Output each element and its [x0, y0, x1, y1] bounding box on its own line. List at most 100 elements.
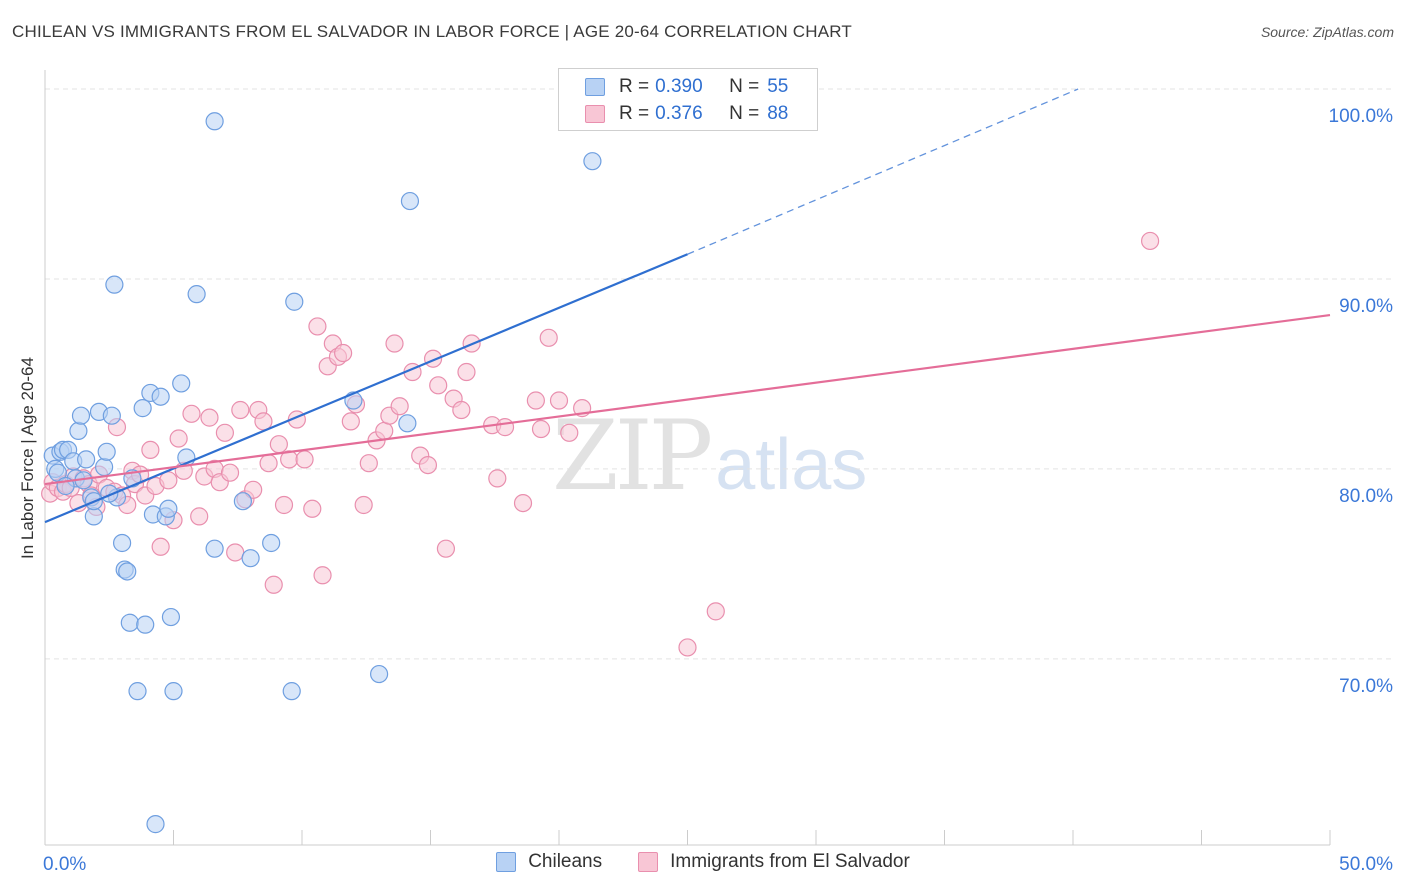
point-chileans: [151, 387, 170, 406]
trendline-chileans-extrapolated: [687, 88, 1079, 255]
point-el-salvador: [418, 455, 438, 475]
point-chileans: [77, 450, 96, 469]
point-el-salvador: [295, 450, 314, 469]
point-el-salvador: [231, 400, 250, 420]
point-chileans: [205, 112, 224, 131]
trendline-chileans: [44, 253, 688, 524]
point-el-salvador: [495, 418, 515, 437]
trendline-el-salvador: [44, 313, 1331, 486]
x-tick-label: 50.0%: [1339, 854, 1393, 875]
legend-swatch-pink: [585, 105, 605, 123]
point-el-salvador: [303, 499, 322, 518]
y-axis-title: In Labor Force | Age 20-64: [18, 357, 37, 559]
point-chileans: [159, 499, 178, 518]
point-el-salvador: [274, 495, 294, 515]
point-el-salvador: [1140, 231, 1160, 251]
series-legend: Chileans Immigrants from El Salvador: [0, 851, 1406, 873]
point-chileans: [241, 549, 260, 568]
point-el-salvador: [549, 391, 569, 410]
series-legend-el-salvador[interactable]: Immigrants from El Salvador: [638, 851, 910, 873]
point-el-salvador: [141, 440, 160, 460]
point-chileans: [118, 562, 137, 581]
point-el-salvador: [269, 435, 288, 454]
point-el-salvador: [354, 495, 373, 515]
legend-r-label: R =: [619, 76, 650, 97]
x-tick-label: 0.0%: [43, 854, 86, 875]
point-el-salvador: [334, 343, 353, 363]
point-el-salvador: [526, 391, 545, 410]
point-chileans: [262, 533, 281, 553]
point-chileans: [97, 442, 116, 461]
point-chileans: [233, 492, 252, 511]
point-chileans: [105, 275, 124, 294]
legend-row-el-salvador: R = 0.376 N = 88: [585, 101, 788, 127]
series-legend-chileans[interactable]: Chileans: [496, 851, 602, 873]
point-el-salvador: [513, 493, 533, 513]
point-chileans: [128, 682, 147, 701]
y-tick-label: 90.0%: [1339, 296, 1393, 317]
point-el-salvador: [308, 317, 327, 336]
point-chileans: [282, 682, 301, 701]
point-el-salvador: [190, 507, 209, 526]
point-el-salvador: [375, 421, 394, 441]
y-tick-label: 100.0%: [1329, 106, 1394, 127]
point-el-salvador: [151, 537, 170, 556]
point-el-salvador: [169, 429, 188, 448]
series-label-chileans: Chileans: [528, 851, 603, 872]
point-chileans: [164, 682, 183, 701]
point-chileans: [95, 457, 114, 477]
legend-r-value: 0.376: [655, 103, 703, 124]
point-chileans: [71, 406, 91, 425]
point-chileans: [205, 539, 224, 558]
series-swatch-blue: [496, 852, 517, 872]
point-chileans: [102, 406, 121, 425]
point-el-salvador: [706, 602, 725, 621]
point-el-salvador: [264, 575, 283, 594]
legend-r-label: R =: [619, 103, 650, 124]
point-el-salvador: [226, 543, 245, 562]
point-chileans: [583, 152, 602, 171]
point-el-salvador: [560, 423, 579, 442]
point-chileans: [172, 374, 191, 393]
point-el-salvador: [159, 471, 178, 490]
point-el-salvador: [341, 412, 360, 431]
point-chileans: [400, 191, 420, 211]
point-el-salvador: [359, 454, 378, 473]
point-el-salvador: [390, 397, 409, 416]
point-chileans: [398, 414, 417, 433]
point-chileans: [84, 507, 103, 526]
point-el-salvador: [452, 400, 471, 420]
correlation-legend: R = 0.390 N = 55 R = 0.376 N = 88: [558, 68, 818, 131]
source-label: Source: ZipAtlas.com: [1260, 24, 1394, 40]
point-el-salvador: [200, 408, 219, 427]
point-chileans: [112, 533, 132, 553]
point-chileans: [285, 292, 304, 311]
legend-n-value: 55: [767, 76, 789, 97]
point-chileans: [133, 399, 152, 418]
y-tick-label: 80.0%: [1339, 486, 1393, 507]
series-swatch-pink: [638, 852, 659, 872]
chart-title: CHILEAN VS IMMIGRANTS FROM EL SALVADOR I…: [12, 22, 853, 41]
point-el-salvador: [244, 480, 263, 499]
series-label-el-salvador: Immigrants from El Salvador: [670, 851, 910, 872]
point-el-salvador: [313, 566, 332, 585]
point-el-salvador: [436, 539, 456, 558]
legend-row-chileans: R = 0.390 N = 55: [585, 74, 788, 100]
point-el-salvador: [215, 423, 234, 442]
point-el-salvador: [539, 328, 558, 347]
legend-r-value: 0.390: [655, 76, 703, 97]
point-chileans: [146, 815, 165, 834]
point-el-salvador: [182, 404, 201, 423]
point-el-salvador: [457, 362, 476, 382]
point-chileans: [161, 607, 181, 627]
point-el-salvador: [531, 419, 551, 439]
legend-n-value: 88: [767, 103, 789, 124]
point-el-salvador: [429, 376, 448, 395]
legend-swatch-blue: [585, 78, 605, 96]
point-el-salvador: [678, 638, 697, 657]
point-el-salvador: [385, 334, 404, 353]
legend-n-label: N =: [729, 103, 760, 124]
point-chileans: [187, 285, 206, 304]
point-el-salvador: [488, 469, 507, 488]
